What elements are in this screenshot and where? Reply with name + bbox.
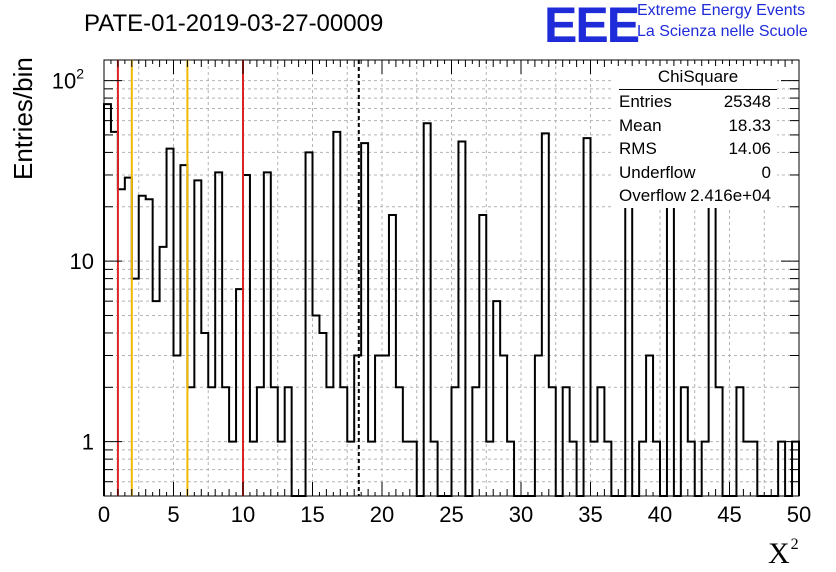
stats-row-overflow: Overflow 2.416e+04 xyxy=(611,184,777,208)
histogram-bin xyxy=(625,163,632,496)
stats-value: 18.33 xyxy=(728,115,771,135)
y-axis-label: Entries/bin xyxy=(8,57,38,180)
x-axis-label-superscript: 2 xyxy=(790,536,799,553)
histogram-bin xyxy=(264,172,271,496)
stats-box: ChiSquare Entries 25348 Mean 18.33 RMS 14.0… xyxy=(611,66,777,208)
histogram-bin xyxy=(382,356,389,496)
y-tick-label: 1 xyxy=(82,430,94,455)
histogram-bin xyxy=(146,199,153,496)
histogram-bin xyxy=(500,356,507,496)
histogram-bin xyxy=(236,289,243,496)
histogram-bin xyxy=(361,143,368,496)
stats-value: 14.06 xyxy=(728,139,771,158)
x-tick-label: 30 xyxy=(509,502,533,527)
stats-row-entries: Entries 25348 xyxy=(611,90,777,114)
y-tick-label: 10 xyxy=(70,249,94,274)
x-tick-label: 15 xyxy=(300,502,324,527)
stats-value: 2.416e+04 xyxy=(690,186,771,205)
eee-logo: EEE xyxy=(544,0,640,53)
y-tick-label: 102 xyxy=(52,66,84,94)
stats-row-underflow: Underflow 0 xyxy=(611,161,777,185)
stats-key: Overflow xyxy=(619,186,687,205)
x-tick-label: 50 xyxy=(787,502,811,527)
histogram-bin xyxy=(180,165,187,496)
stats-title: ChiSquare xyxy=(619,66,777,90)
stats-row-mean: Mean 18.33 xyxy=(611,114,777,138)
histogram-bin xyxy=(201,333,208,496)
histogram-bin xyxy=(313,315,320,496)
histogram-bin xyxy=(535,356,542,496)
histogram-bin xyxy=(153,301,160,496)
histogram-bin xyxy=(375,356,382,496)
histogram-bin xyxy=(215,172,222,496)
histogram-bin xyxy=(424,123,431,496)
histogram-bin xyxy=(306,152,313,496)
stats-value: 25348 xyxy=(723,92,771,111)
stats-value: 0 xyxy=(761,162,771,182)
x-tick-label: 25 xyxy=(439,502,463,527)
x-tick-label: 35 xyxy=(578,502,602,527)
stats-row-rms: RMS 14.06 xyxy=(611,137,777,161)
stats-key: RMS xyxy=(619,139,657,158)
x-tick-label: 0 xyxy=(98,502,110,527)
chart-title: PATE-01-2019-03-27-00009 xyxy=(84,10,384,37)
histogram-bin xyxy=(104,104,111,496)
x-axis-label-symbol: X xyxy=(768,537,790,570)
histogram-bin xyxy=(493,301,500,496)
x-tick-label: 10 xyxy=(231,502,255,527)
stats-key: Mean xyxy=(619,115,662,135)
histogram-bin xyxy=(125,178,132,496)
histogram-bin xyxy=(243,175,250,496)
x-tick-label: 5 xyxy=(167,502,179,527)
stats-key: Entries xyxy=(619,92,672,111)
histogram-bin xyxy=(646,356,653,496)
axes: 0 5 10 15 20 25 30 35 40 45 50 1 10 102 xyxy=(52,60,811,527)
histogram-bin xyxy=(160,247,167,496)
stats-key: Underflow xyxy=(619,162,696,182)
logo-line-2: La Scienza nelle Scuole xyxy=(637,23,808,40)
histogram-bin xyxy=(174,356,181,496)
marker-lines xyxy=(116,60,360,496)
histogram-bin xyxy=(167,149,174,496)
x-tick-label: 20 xyxy=(370,502,394,527)
x-tick-label: 40 xyxy=(648,502,672,527)
histogram-bin xyxy=(139,196,146,496)
x-axis-label: X2 xyxy=(768,536,799,571)
x-tick-label: 45 xyxy=(717,502,741,527)
histogram-bin xyxy=(319,333,326,496)
logo-line-1: Extreme Energy Events xyxy=(637,2,806,19)
histogram-bin xyxy=(458,141,465,496)
histogram-bin xyxy=(584,138,591,496)
histogram-bin xyxy=(194,180,201,496)
histogram-bin xyxy=(354,356,361,496)
